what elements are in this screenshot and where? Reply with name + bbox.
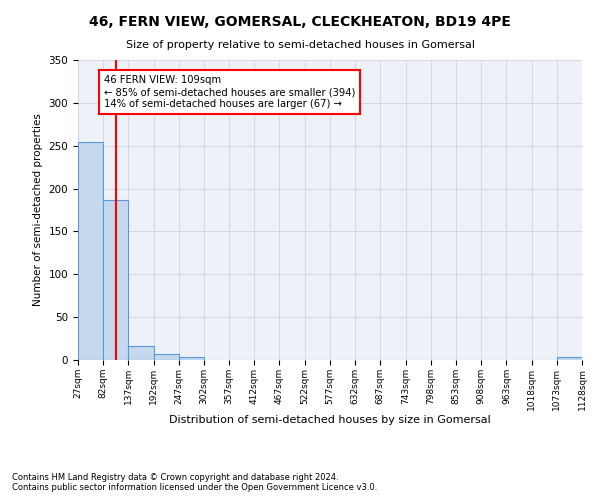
- Text: 46 FERN VIEW: 109sqm
← 85% of semi-detached houses are smaller (394)
14% of semi: 46 FERN VIEW: 109sqm ← 85% of semi-detac…: [104, 76, 355, 108]
- Y-axis label: Number of semi-detached properties: Number of semi-detached properties: [33, 114, 43, 306]
- Text: Contains HM Land Registry data © Crown copyright and database right 2024.
Contai: Contains HM Land Registry data © Crown c…: [12, 473, 377, 492]
- Bar: [154, 354, 179, 360]
- Bar: [103, 200, 128, 360]
- Text: 46, FERN VIEW, GOMERSAL, CLECKHEATON, BD19 4PE: 46, FERN VIEW, GOMERSAL, CLECKHEATON, BD…: [89, 15, 511, 29]
- Bar: [128, 346, 154, 360]
- Bar: [78, 142, 103, 360]
- Bar: [557, 358, 582, 360]
- X-axis label: Distribution of semi-detached houses by size in Gomersal: Distribution of semi-detached houses by …: [169, 416, 491, 426]
- Bar: [179, 358, 204, 360]
- Text: Size of property relative to semi-detached houses in Gomersal: Size of property relative to semi-detach…: [125, 40, 475, 50]
